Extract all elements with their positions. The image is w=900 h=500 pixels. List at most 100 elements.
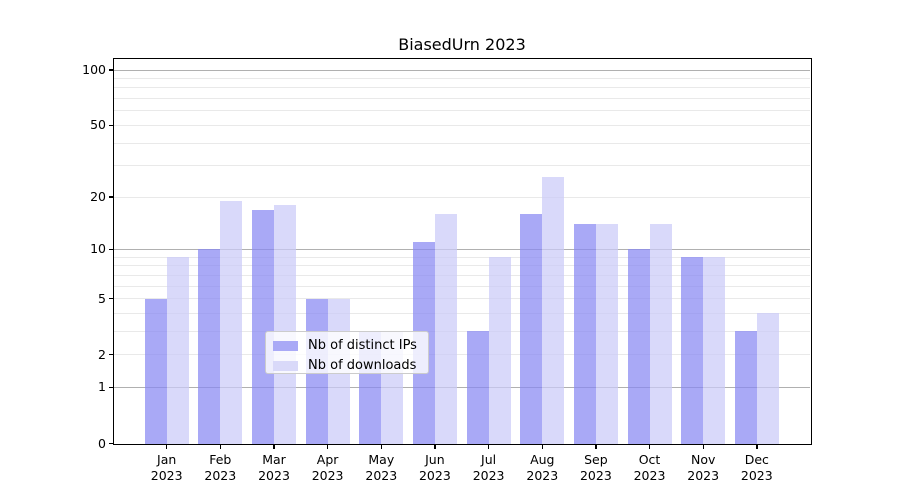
legend-swatch-distinct-ips-icon	[273, 340, 298, 351]
x-tick-year: 2023	[472, 468, 505, 483]
x-tick-month: Dec	[744, 452, 769, 467]
y-tick-label: 50	[90, 117, 106, 133]
x-tick-label-feb: Feb 2023	[180, 452, 260, 484]
y-tick-mark	[108, 386, 114, 389]
x-tick-label-jul: Jul 2023	[449, 452, 529, 484]
bar-sep-distinct-ips	[573, 224, 596, 444]
x-tick-mark	[434, 444, 436, 449]
x-tick-year: 2023	[633, 468, 666, 483]
major-gridline	[114, 386, 810, 388]
x-tick-month: Nov	[690, 452, 716, 467]
x-tick-mark	[648, 444, 651, 449]
x-tick-year: 2023	[418, 468, 451, 483]
y-tick-label: 0	[98, 435, 106, 451]
x-tick-label-mar: Mar 2023	[234, 452, 314, 484]
y-tick-label: 2	[98, 346, 106, 362]
y-tick-mark	[108, 248, 114, 251]
x-tick-label-dec: Dec 2023	[717, 452, 797, 484]
x-tick-year: 2023	[740, 468, 773, 483]
bar-aug-downloads	[542, 176, 565, 444]
x-tick-month: Apr	[316, 452, 339, 467]
x-tick-mark	[273, 444, 275, 449]
x-tick-year: 2023	[579, 468, 612, 483]
minor-gridline	[114, 98, 810, 99]
x-tick-month: Sep	[584, 452, 608, 467]
bar-dec-downloads	[756, 313, 779, 444]
y-tick-label: 5	[98, 290, 106, 306]
y-tick-label: 1	[98, 379, 106, 395]
x-tick-label-jun: Jun 2023	[395, 452, 475, 484]
minor-gridline	[114, 256, 810, 258]
x-tick-year: 2023	[365, 468, 398, 483]
bar-jun-downloads	[434, 214, 457, 444]
major-gridline	[114, 248, 810, 250]
bar-oct-distinct-ips	[627, 249, 650, 444]
x-tick-month: Aug	[530, 452, 555, 467]
legend-row-downloads: Nb of downloads	[273, 357, 420, 374]
y-tick-label: 20	[90, 189, 106, 205]
plot-frame	[112, 57, 812, 445]
x-tick-month: Jul	[481, 452, 497, 467]
bar-mar-downloads	[274, 205, 296, 444]
x-tick-year: 2023	[258, 468, 290, 483]
bar-jan-downloads	[166, 257, 189, 444]
bar-dec-distinct-ips	[734, 331, 757, 444]
x-tick-month: Jun	[425, 452, 445, 467]
y-tick-mark	[108, 442, 114, 445]
minor-gridline	[114, 330, 810, 332]
y-tick-mark	[108, 297, 114, 300]
legend-swatch-downloads-icon	[273, 360, 298, 371]
bar-nov-downloads	[703, 257, 726, 444]
x-tick-month: Jan	[157, 452, 177, 467]
legend-label-downloads: Nb of downloads	[308, 358, 417, 373]
x-tick-mark	[595, 444, 597, 449]
x-tick-month: Mar	[262, 452, 286, 467]
minor-gridline	[114, 274, 810, 276]
minor-gridline	[114, 77, 810, 79]
chart-title: BiasedUrn 2023	[398, 35, 526, 54]
x-tick-label-sep: Sep 2023	[556, 452, 636, 484]
bar-jul-downloads	[488, 257, 511, 444]
x-tick-mark	[541, 444, 543, 449]
gridlines-layer	[114, 59, 810, 444]
bar-jan-distinct-ips	[144, 298, 167, 444]
y-tick-mark	[108, 69, 114, 71]
x-tick-month: May	[368, 452, 395, 467]
x-tick-month: Oct	[638, 452, 661, 467]
minor-gridline	[114, 312, 810, 314]
y-tick-label: 100	[82, 62, 106, 77]
x-tick-label-aug: Aug 2023	[502, 452, 582, 484]
minor-gridline	[114, 265, 810, 267]
legend-row-distinct-ips: Nb of distinct IPs	[273, 337, 420, 354]
x-tick-month: Feb	[209, 452, 232, 467]
minor-gridline	[114, 196, 810, 198]
x-tick-label-apr: Apr 2023	[288, 452, 368, 484]
y-tick-label: 10	[90, 241, 106, 257]
legend-label-distinct-ips: Nb of distinct IPs	[308, 338, 417, 353]
minor-gridline	[114, 298, 810, 299]
x-tick-mark	[487, 444, 490, 449]
x-tick-mark	[380, 444, 382, 449]
minor-gridline	[114, 110, 810, 112]
x-tick-label-jan: Jan 2023	[127, 452, 207, 484]
x-tick-mark	[165, 444, 168, 449]
x-tick-year: 2023	[311, 468, 344, 483]
x-tick-mark	[756, 444, 758, 449]
bar-sep-downloads	[595, 224, 618, 444]
bar-jul-distinct-ips	[466, 331, 489, 444]
bars-layer	[114, 59, 810, 444]
bar-mar-distinct-ips	[252, 209, 274, 444]
bar-nov-distinct-ips	[681, 257, 704, 444]
x-tick-label-oct: Oct 2023	[610, 452, 690, 484]
x-tick-mark	[219, 444, 222, 449]
bar-oct-downloads	[649, 224, 672, 444]
minor-gridline	[114, 124, 810, 126]
x-tick-mark	[702, 444, 704, 449]
x-tick-year: 2023	[204, 468, 237, 483]
y-tick-mark	[108, 196, 114, 198]
y-tick-mark	[108, 124, 114, 126]
bar-feb-distinct-ips	[198, 249, 221, 444]
x-tick-label-may: May 2023	[341, 452, 421, 484]
legend: Nb of distinct IPs Nb of downloads	[265, 331, 429, 374]
